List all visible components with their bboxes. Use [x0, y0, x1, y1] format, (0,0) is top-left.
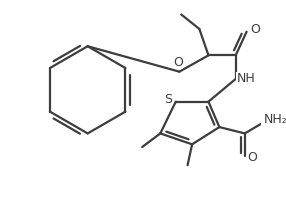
Text: NH: NH	[236, 72, 255, 86]
Text: O: O	[247, 151, 257, 164]
Text: O: O	[174, 56, 183, 69]
Text: S: S	[164, 93, 172, 106]
Text: NH₂: NH₂	[264, 113, 286, 126]
Text: O: O	[250, 23, 260, 36]
